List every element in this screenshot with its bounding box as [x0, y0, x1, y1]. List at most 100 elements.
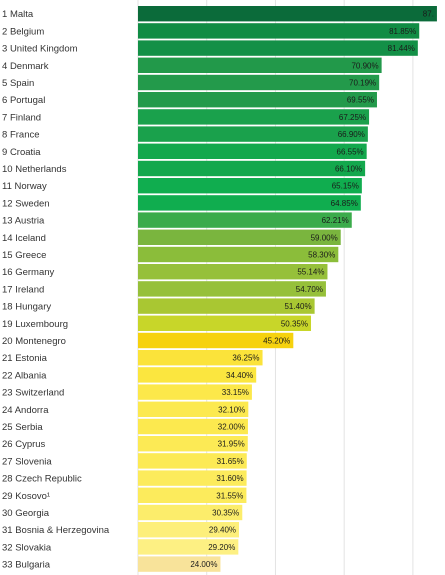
- bar-value-label: 32.10%: [218, 405, 245, 414]
- bar: [138, 229, 341, 245]
- bar-value-label: 30.35%: [212, 509, 239, 518]
- bar: [138, 539, 239, 555]
- bar: [138, 453, 247, 469]
- bar-value-label: 31.95%: [218, 440, 245, 449]
- category-label: 1 Malta: [2, 9, 34, 20]
- bar: [138, 143, 367, 159]
- rank-label: 18: [2, 302, 13, 313]
- bar-value-label: 31.65%: [217, 457, 244, 466]
- bar-value-label: 36.25%: [232, 354, 259, 363]
- country-label: Georgia: [15, 508, 50, 519]
- bar-value-label: 33.15%: [222, 388, 249, 397]
- bar: [138, 332, 294, 349]
- country-label: Ireland: [15, 284, 44, 295]
- bar-value-label: 70.90%: [351, 61, 378, 70]
- bar-value-label: 81.85%: [389, 27, 416, 36]
- category-label: 13 Austria: [2, 216, 45, 227]
- country-label: Sweden: [15, 198, 49, 209]
- country-label: Luxembourg: [15, 319, 68, 330]
- category-label: 22 Albania: [2, 370, 47, 381]
- rank-label: 16: [2, 267, 13, 278]
- bar-value-label: 34.40%: [226, 371, 253, 380]
- country-label: Finland: [10, 112, 41, 123]
- bar: [138, 126, 368, 142]
- category-label: 30 Georgia: [2, 508, 50, 519]
- category-label: 15 Greece: [2, 250, 46, 261]
- rank-label: 24: [2, 405, 13, 416]
- bar-value-label: 66.55%: [337, 147, 364, 156]
- bar-value-label: 66.90%: [338, 130, 365, 139]
- category-label: 11 Norway: [2, 181, 47, 192]
- bar: [138, 23, 420, 39]
- rank-label: 4: [2, 61, 7, 72]
- rank-label: 31: [2, 525, 13, 536]
- rank-label: 9: [2, 147, 7, 158]
- category-label: 8 France: [2, 130, 40, 141]
- category-label: 33 Bulgaria: [2, 560, 51, 571]
- category-label: 5 Spain: [2, 78, 34, 89]
- country-label: Germany: [15, 267, 54, 278]
- bar: [138, 57, 382, 73]
- bar: [138, 178, 362, 194]
- bar-value-label: 29.20%: [208, 543, 235, 552]
- bar-value-label: 29.40%: [209, 526, 236, 535]
- bar-value-label: 24.00%: [190, 560, 217, 569]
- country-label: Croatia: [10, 147, 41, 158]
- country-label: Hungary: [15, 302, 51, 313]
- bar: [138, 109, 370, 125]
- bar-value-label: 70.19%: [349, 79, 376, 88]
- category-label: 26 Cyprus: [2, 439, 46, 450]
- country-label: Greece: [15, 250, 46, 261]
- country-label: Netherlands: [15, 164, 66, 175]
- bar-value-label: 66.10%: [335, 165, 362, 174]
- category-label: 24 Andorra: [2, 405, 49, 416]
- bar-value-label: 87.: [423, 10, 434, 19]
- rank-label: 14: [2, 233, 13, 244]
- rank-label: 22: [2, 370, 13, 381]
- bar-value-label: 31.60%: [216, 474, 243, 483]
- country-label: Kosovo¹: [15, 491, 50, 502]
- bar: [138, 401, 249, 417]
- category-label: 3 United Kingdom: [2, 44, 78, 55]
- category-label: 7 Finland: [2, 112, 41, 123]
- bar: [138, 350, 263, 366]
- bars: 87. 81.85% 81.44% 70.90% 70.19% 69.55% 67.25% 6…: [138, 6, 437, 572]
- category-label: 28 Czech Republic: [2, 474, 82, 485]
- country-label: Bulgaria: [15, 560, 51, 571]
- rank-label: 17: [2, 284, 13, 295]
- bar: [138, 264, 328, 280]
- country-label: United Kingdom: [10, 44, 78, 55]
- country-label: Portugal: [10, 95, 45, 106]
- rank-label: 5: [2, 78, 7, 89]
- category-label: 4 Denmark: [2, 61, 49, 72]
- bar: [138, 418, 248, 435]
- bar-value-label: 45.20%: [263, 337, 290, 346]
- category-label: 29 Kosovo¹: [2, 491, 50, 502]
- rank-label: 3: [2, 44, 7, 55]
- rank-label: 19: [2, 319, 13, 330]
- country-label: Czech Republic: [15, 474, 82, 485]
- country-label: Slovakia: [15, 542, 52, 553]
- bar: [138, 367, 257, 383]
- category-label: 23 Switzerland: [2, 388, 64, 399]
- country-label: Spain: [10, 78, 34, 89]
- country-label: Montenegro: [15, 336, 66, 347]
- rank-label: 2: [2, 26, 7, 37]
- country-label: Bosnia & Herzegovina: [15, 525, 110, 536]
- category-label: 10 Netherlands: [2, 164, 67, 175]
- rank-label: 8: [2, 130, 7, 141]
- bar-value-label: 55.14%: [297, 268, 324, 277]
- category-label: 14 Iceland: [2, 233, 46, 244]
- bar-value-label: 67.25%: [339, 113, 366, 122]
- bar: [138, 504, 243, 521]
- bar-value-label: 69.55%: [347, 96, 374, 105]
- rank-label: 13: [2, 216, 13, 227]
- category-label: 6 Portugal: [2, 95, 45, 106]
- bar-value-label: 58.30%: [308, 251, 335, 260]
- country-label: Estonia: [15, 353, 47, 364]
- rank-label: 25: [2, 422, 13, 433]
- category-label: 20 Montenegro: [2, 336, 66, 347]
- category-label: 27 Slovenia: [2, 456, 52, 467]
